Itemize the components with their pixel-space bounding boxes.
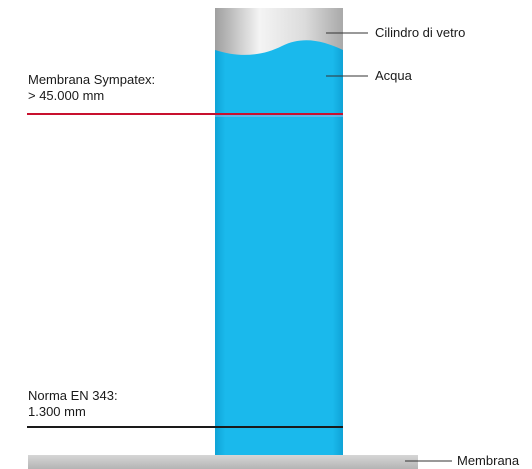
label-water: Acqua (375, 68, 412, 83)
label-membrane: Membrana (457, 453, 520, 468)
label-sympatex: Membrana Sympatex: > 45.000 mm (28, 72, 155, 104)
label-en343-line1: Norma EN 343: (28, 388, 118, 403)
membrane-base (28, 455, 418, 469)
label-sympatex-line2: > 45.000 mm (28, 88, 105, 103)
label-en343-line2: 1.300 mm (28, 404, 86, 419)
label-sympatex-line1: Membrana Sympatex: (28, 72, 156, 87)
label-en343: Norma EN 343: 1.300 mm (28, 388, 118, 420)
label-glass-cylinder: Cilindro di vetro (375, 25, 466, 40)
water-column (215, 40, 343, 456)
